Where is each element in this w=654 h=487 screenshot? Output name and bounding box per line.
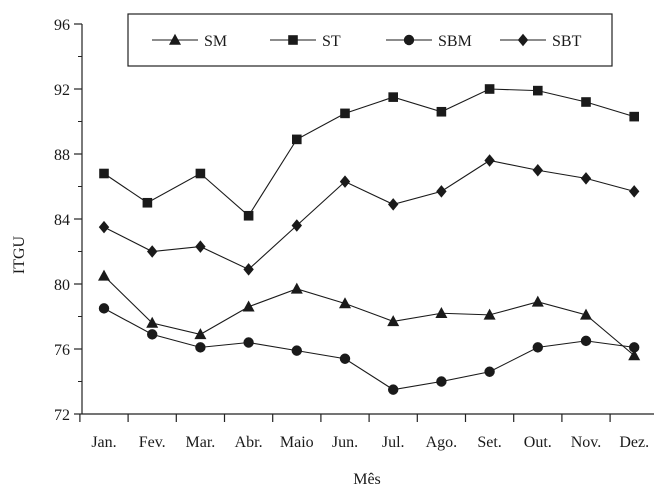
- data-point-sbm: [388, 384, 399, 395]
- data-point-sbm: [98, 303, 110, 314]
- data-point-sm: [194, 328, 207, 340]
- series-line-sbt: [103, 159, 635, 271]
- data-point-st: [629, 111, 639, 122]
- data-point-st: [243, 210, 254, 221]
- data-point-sbt: [147, 245, 158, 258]
- data-point-sm: [146, 316, 159, 328]
- series-line-sbm: [103, 307, 635, 391]
- data-point-sbt: [436, 185, 447, 198]
- x-tick-label: Dez.: [619, 434, 649, 451]
- legend-marker-sm: [169, 33, 181, 45]
- x-tick-label: Abr.: [235, 434, 263, 451]
- data-point-sbt: [339, 175, 351, 188]
- y-tick-label: 80: [54, 277, 70, 294]
- series-sbm: [98, 303, 640, 395]
- y-tick-label: 72: [54, 407, 70, 424]
- data-point-sbm: [147, 329, 158, 340]
- legend-marker-st: [288, 35, 298, 45]
- legend-label-st: ST: [322, 33, 341, 50]
- data-point-st: [581, 97, 591, 107]
- x-tick-label: Jun.: [332, 434, 358, 451]
- x-axis-title: Mês: [353, 471, 381, 487]
- legend-item-sm: SM: [152, 33, 227, 50]
- data-point-sbm: [243, 337, 254, 348]
- legend-label-sbt: SBT: [552, 33, 582, 50]
- data-point-st: [388, 92, 398, 102]
- legend-label-sm: SM: [204, 33, 227, 50]
- data-point-sm: [435, 307, 448, 318]
- data-point-sbt: [291, 219, 302, 232]
- legend-marker-sbm: [403, 34, 415, 46]
- data-point-sm: [339, 297, 351, 309]
- data-point-st: [436, 106, 447, 117]
- data-point-sbt: [98, 220, 110, 234]
- data-point-sm: [387, 315, 400, 327]
- data-point-st: [99, 168, 109, 179]
- data-point-sbm: [532, 342, 543, 353]
- data-point-sbm: [291, 345, 302, 356]
- data-point-st: [142, 197, 153, 208]
- data-point-sbt: [484, 154, 495, 167]
- data-point-sbt: [243, 263, 254, 276]
- x-tick-label: Jul.: [382, 434, 405, 451]
- data-point-st: [533, 85, 543, 96]
- series-line-st: [103, 88, 635, 217]
- x-tick-label: Fev.: [139, 434, 166, 451]
- data-point-sbt: [629, 185, 640, 198]
- series-sm: [98, 269, 641, 361]
- y-tick-label: 84: [54, 212, 70, 229]
- x-tick-label: Maio: [280, 434, 314, 451]
- data-point-st: [340, 108, 350, 119]
- y-tick-label: 88: [54, 147, 70, 164]
- y-axis-title: ITGU: [11, 235, 28, 274]
- x-tick-label: Jan.: [91, 434, 116, 451]
- data-point-st: [195, 168, 206, 179]
- y-tick-label: 76: [54, 342, 70, 359]
- data-point-sbm: [580, 335, 592, 347]
- data-point-sbt: [580, 172, 592, 185]
- data-point-st: [484, 84, 495, 94]
- legend: SM ST SBM SBT: [127, 13, 613, 67]
- data-point-sbm: [339, 353, 351, 364]
- data-point-sm: [98, 269, 110, 281]
- series-st: [99, 84, 639, 221]
- legend-item-sbm: SBM: [386, 33, 472, 50]
- series-layer: [98, 84, 641, 395]
- legend-item-sbt: SBT: [500, 33, 582, 50]
- x-tick-label: Out.: [524, 434, 552, 451]
- data-point-sm: [290, 282, 303, 294]
- y-tick-label: 92: [54, 82, 70, 99]
- x-tick-label: Set.: [477, 434, 501, 451]
- legend-label-sbm: SBM: [438, 33, 472, 50]
- series-sbt: [98, 154, 640, 276]
- series-line-sm: [103, 275, 635, 356]
- legend-marker-sbt: [517, 33, 529, 47]
- y-tick-label: 96: [54, 17, 70, 34]
- data-point-sbm: [629, 342, 640, 353]
- data-point-sbm: [436, 376, 447, 387]
- data-point-sbt: [195, 240, 206, 253]
- x-tick-label: Mar.: [186, 434, 216, 451]
- data-point-sm: [531, 295, 544, 307]
- data-point-st: [292, 134, 302, 145]
- data-point-sbt: [532, 164, 543, 177]
- data-point-sm: [483, 308, 496, 320]
- data-point-sbm: [484, 366, 495, 377]
- legend-item-st: ST: [270, 33, 341, 50]
- data-point-sbm: [195, 342, 206, 353]
- x-tick-label: Ago.: [426, 434, 458, 451]
- x-tick-label: Nov.: [571, 434, 602, 451]
- data-point-sm: [580, 308, 592, 320]
- data-point-sm: [242, 300, 255, 312]
- data-point-sbt: [388, 198, 399, 211]
- axes: 72 76 80 84 88 92 96 Jan. Fev. Mar. Abr. Maio Jun. Ju…: [54, 17, 654, 451]
- data-point-sm: [628, 349, 641, 361]
